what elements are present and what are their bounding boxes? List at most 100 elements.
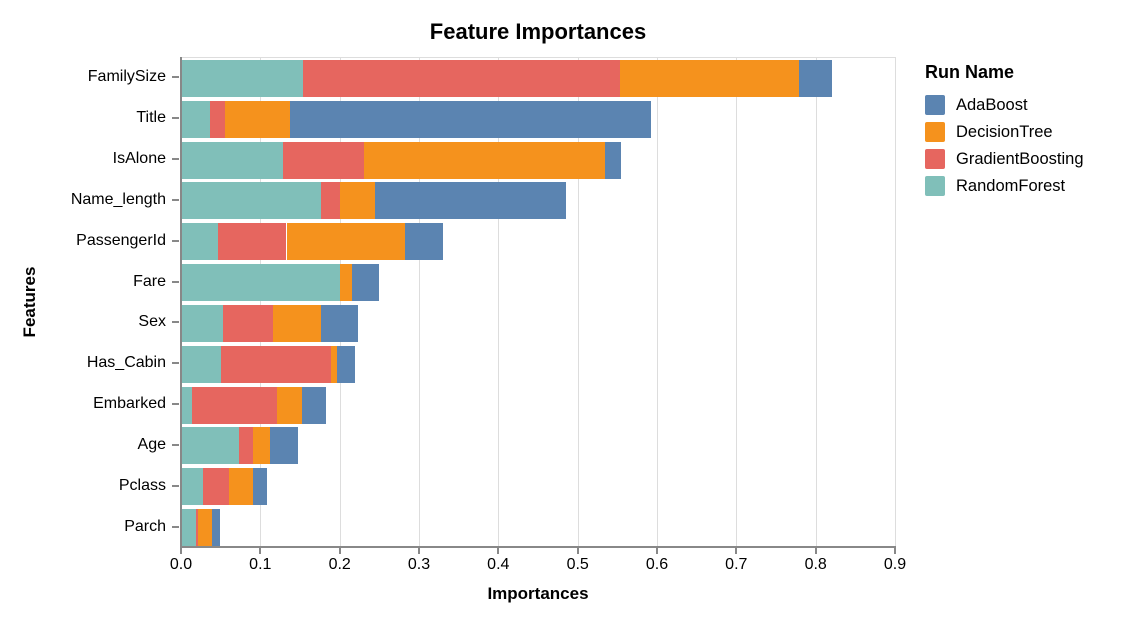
gridline — [339, 58, 341, 548]
x-tick-label: 0.5 — [566, 556, 589, 573]
legend-items: AdaBoost DecisionTree GradientBoosting Rand… — [925, 95, 1084, 196]
bar-segment-adaboost — [404, 223, 443, 261]
y-axis-label-sex: Sex — [138, 313, 166, 331]
plot-area — [181, 57, 896, 548]
bar-segment-adaboost — [604, 141, 622, 179]
bar-segment-adaboost — [320, 304, 358, 342]
y-tick — [172, 484, 179, 487]
y-tick — [172, 443, 179, 446]
bar-segment-adaboost — [374, 182, 566, 220]
y-tick — [172, 158, 179, 161]
bar-segment-decisiontree — [253, 427, 270, 465]
gridline — [577, 58, 579, 548]
bar-row-pclass — [181, 468, 895, 506]
bar-segment-randomforest — [181, 182, 321, 220]
bar-segment-randomforest — [181, 223, 219, 261]
legend-swatch-gradientboosting — [925, 149, 945, 169]
bar-segment-decisiontree — [330, 345, 338, 383]
bar-segment-adaboost — [302, 386, 327, 424]
legend-item-gradientboosting: GradientBoosting — [925, 149, 1084, 169]
legend-swatch-decisiontree — [925, 122, 945, 142]
y-axis-label-name_length: Name_length — [70, 190, 166, 208]
bar-segment-adaboost — [289, 100, 651, 138]
bar-segment-decisiontree — [277, 386, 303, 424]
x-tick — [259, 548, 262, 554]
gridline — [498, 58, 500, 548]
y-tick — [172, 403, 179, 406]
gridline — [260, 58, 262, 548]
bar-segment-gradientboosting — [196, 509, 198, 547]
bar-segment-decisiontree — [364, 141, 605, 179]
bar-segment-randomforest — [181, 468, 204, 506]
legend-label: AdaBoost — [956, 95, 1028, 114]
bar-row-name_length — [181, 182, 895, 220]
legend-item-adaboost: AdaBoost — [925, 95, 1084, 115]
bar-segment-decisiontree — [197, 509, 212, 547]
bar-segment-decisiontree — [229, 468, 254, 506]
x-tick — [418, 548, 420, 554]
x-tick-label: 0.3 — [407, 556, 431, 573]
bar-row-passengerid — [181, 223, 895, 261]
bar-segment-adaboost — [211, 509, 220, 547]
y-tick — [172, 525, 179, 528]
gridline — [815, 58, 817, 548]
x-tick-label: 0.7 — [725, 556, 748, 573]
y-tick — [172, 117, 179, 120]
bar-segment-gradientboosting — [220, 345, 331, 383]
y-axis-label-has_cabin: Has_Cabin — [86, 354, 166, 372]
bar-segment-randomforest — [181, 509, 197, 547]
y-axis-label-familysize: FamilySize — [87, 68, 166, 86]
x-tick-label: 0.4 — [487, 556, 510, 573]
bar-segment-adaboost — [269, 427, 299, 465]
x-tick-label: 0.8 — [804, 556, 827, 573]
y-axis-label-parch: Parch — [124, 517, 166, 535]
bar-row-parch — [181, 509, 895, 547]
x-tick — [656, 548, 658, 554]
bar-row-age — [181, 427, 895, 465]
y-axis-label-fare: Fare — [133, 272, 166, 290]
x-axis-domain-line — [180, 546, 896, 548]
x-tick-label: 0.6 — [645, 556, 669, 573]
legend-title: Run Name — [925, 62, 1015, 82]
bar-row-has_cabin — [181, 345, 895, 383]
bar-segment-decisiontree — [225, 100, 290, 138]
y-axis-label-passengerid: PassengerId — [76, 231, 166, 249]
legend-label: DecisionTree — [956, 122, 1053, 141]
bar-segment-randomforest — [181, 264, 340, 302]
y-tick — [172, 362, 179, 365]
y-axis-label-isalone: IsAlone — [112, 150, 166, 168]
x-tick-label: 0.1 — [249, 556, 272, 573]
bar-segment-randomforest — [181, 386, 193, 424]
bar-segment-decisiontree — [339, 182, 375, 220]
x-tick — [497, 548, 500, 554]
bar-segment-gradientboosting — [238, 427, 254, 465]
legend-label: RandomForest — [956, 176, 1066, 195]
legend-swatch-adaboost — [925, 95, 945, 115]
legend-swatch-randomforest — [925, 176, 945, 196]
bar-segment-randomforest — [181, 345, 221, 383]
x-tick — [814, 548, 817, 554]
y-axis-domain-line — [180, 57, 182, 547]
bar-segment-gradientboosting — [209, 100, 226, 138]
bar-segment-randomforest — [181, 427, 239, 465]
chart-title: Feature Importances — [429, 19, 647, 44]
bar-segment-decisiontree — [273, 304, 321, 342]
bar-segment-decisiontree — [286, 223, 405, 261]
gridline — [657, 58, 658, 548]
legend-label: GradientBoosting — [956, 149, 1084, 168]
gridline — [736, 58, 738, 548]
legend-item-randomforest: RandomForest — [925, 176, 1084, 196]
bar-row-fare — [181, 264, 895, 302]
x-tick-label: 0.2 — [328, 556, 351, 573]
bar-row-familysize — [181, 59, 895, 97]
x-tick — [735, 548, 738, 554]
x-tick — [338, 548, 341, 554]
x-tick — [894, 548, 896, 554]
bar-segment-adaboost — [253, 468, 267, 506]
bar-segment-adaboost — [337, 345, 355, 383]
bar-row-isalone — [181, 141, 895, 179]
x-tick-label: 0.0 — [169, 556, 193, 573]
bar-segment-decisiontree — [619, 59, 799, 97]
bar-segment-gradientboosting — [223, 304, 273, 342]
